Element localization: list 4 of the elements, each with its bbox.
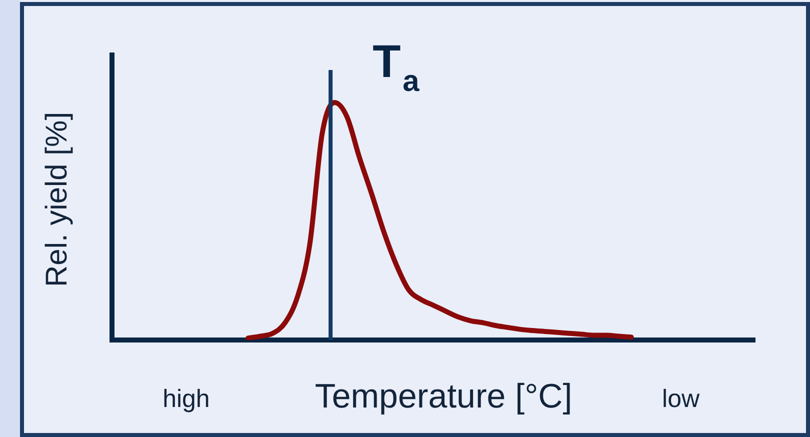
x-tick-label: low — [662, 384, 701, 413]
x-axis-title: Temperature [°C] — [314, 377, 572, 416]
y-axis-title: Rel. yield [%] — [40, 112, 74, 288]
x-tick-label: high — [162, 384, 210, 413]
